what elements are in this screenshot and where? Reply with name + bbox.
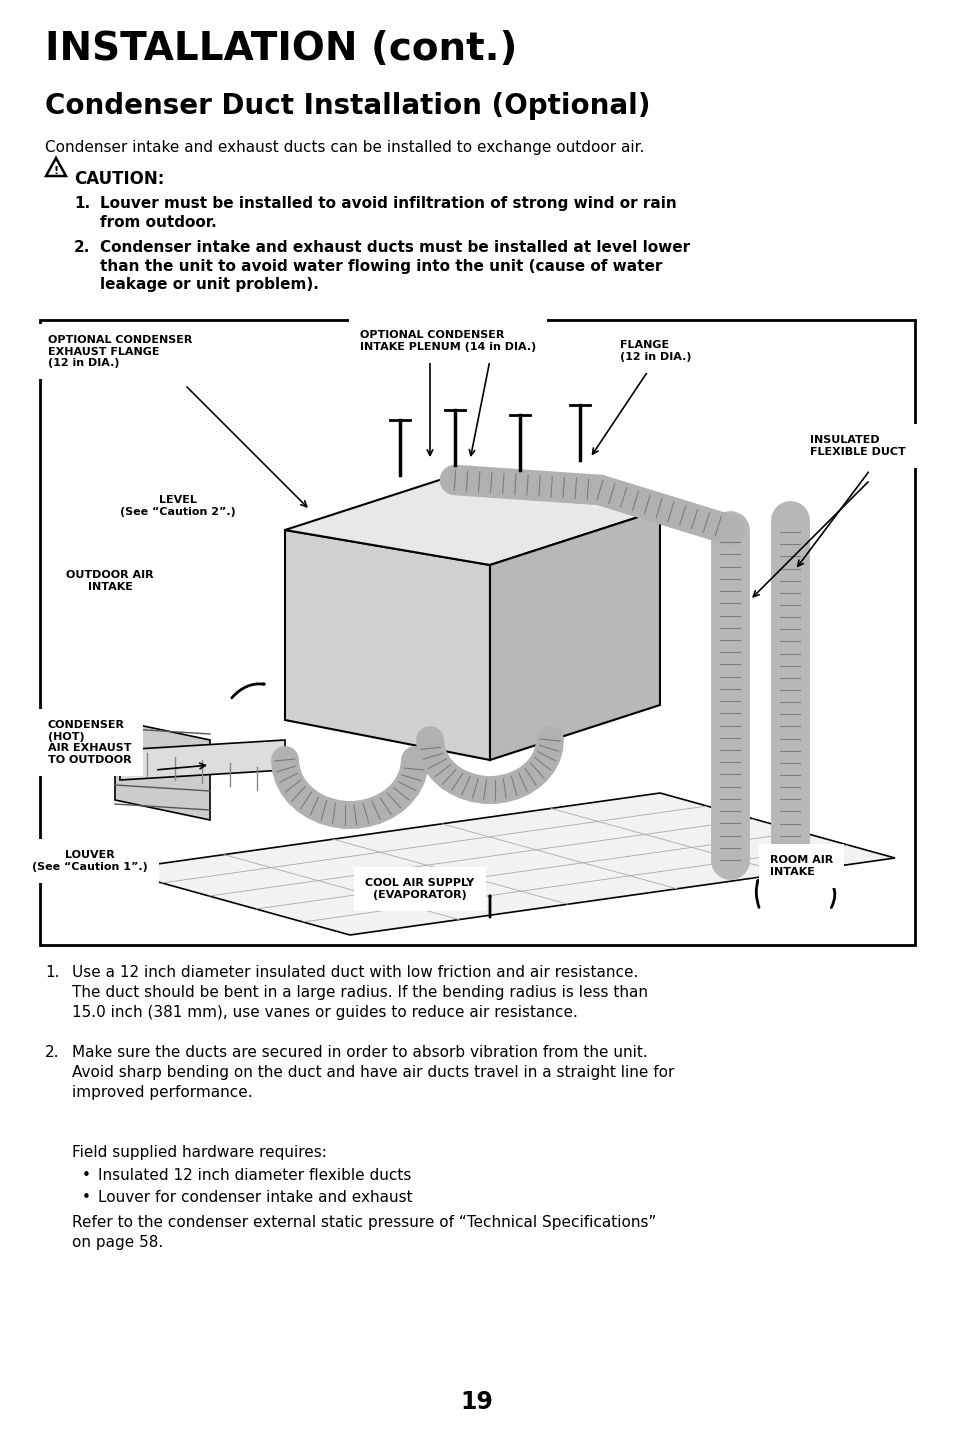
Polygon shape <box>285 476 659 565</box>
Text: •: • <box>82 1190 91 1206</box>
Text: Field supplied hardware requires:: Field supplied hardware requires: <box>71 1145 327 1160</box>
Text: Insulated 12 inch diameter flexible ducts: Insulated 12 inch diameter flexible duct… <box>98 1168 411 1183</box>
Text: CAUTION:: CAUTION: <box>74 170 164 188</box>
Polygon shape <box>490 510 659 760</box>
Text: ROOM AIR
INTAKE: ROOM AIR INTAKE <box>769 855 832 877</box>
Text: LOUVER
(See “Caution 1”.): LOUVER (See “Caution 1”.) <box>32 851 148 872</box>
Text: •: • <box>82 1168 91 1183</box>
Text: 1.: 1. <box>45 966 59 980</box>
Polygon shape <box>115 793 894 935</box>
Text: 1.: 1. <box>74 195 90 211</box>
FancyArrowPatch shape <box>232 684 264 698</box>
Text: Make sure the ducts are secured in order to absorb vibration from the unit.
Avoi: Make sure the ducts are secured in order… <box>71 1045 674 1099</box>
Polygon shape <box>115 720 210 821</box>
Text: INSTALLATION (cont.): INSTALLATION (cont.) <box>45 30 517 68</box>
Text: Condenser intake and exhaust ducts can be installed to exchange outdoor air.: Condenser intake and exhaust ducts can b… <box>45 139 644 155</box>
Text: 2.: 2. <box>45 1045 59 1061</box>
Text: OPTIONAL CONDENSER
EXHAUST FLANGE
(12 in DIA.): OPTIONAL CONDENSER EXHAUST FLANGE (12 in… <box>48 335 193 368</box>
Text: LEVEL
(See “Caution 2”.): LEVEL (See “Caution 2”.) <box>120 494 235 516</box>
Text: COOL AIR SUPPLY
(EVAPORATOR): COOL AIR SUPPLY (EVAPORATOR) <box>365 878 475 900</box>
Polygon shape <box>120 740 285 780</box>
Text: Condenser intake and exhaust ducts must be installed at level lower
than the uni: Condenser intake and exhaust ducts must … <box>100 240 689 292</box>
Text: INSULATED
FLEXIBLE DUCT: INSULATED FLEXIBLE DUCT <box>809 435 904 457</box>
FancyArrowPatch shape <box>830 885 834 908</box>
Text: Louver for condenser intake and exhaust: Louver for condenser intake and exhaust <box>98 1190 413 1206</box>
Text: 2.: 2. <box>74 240 91 254</box>
FancyArrowPatch shape <box>756 881 759 907</box>
Text: 19: 19 <box>460 1390 493 1414</box>
Text: OUTDOOR AIR
INTAKE: OUTDOOR AIR INTAKE <box>66 570 153 592</box>
Bar <box>40 320 914 946</box>
Text: CONDENSER
(HOT)
AIR EXHAUST
TO OUTDOOR: CONDENSER (HOT) AIR EXHAUST TO OUTDOOR <box>48 720 132 764</box>
Text: Louver must be installed to avoid infiltration of strong wind or rain
from outdo: Louver must be installed to avoid infilt… <box>100 195 676 230</box>
Text: Use a 12 inch diameter insulated duct with low friction and air resistance.
The : Use a 12 inch diameter insulated duct wi… <box>71 966 647 1020</box>
Text: !: ! <box>53 167 58 175</box>
Text: OPTIONAL CONDENSER
INTAKE PLENUM (14 in DIA.): OPTIONAL CONDENSER INTAKE PLENUM (14 in … <box>359 331 536 352</box>
Text: Refer to the condenser external static pressure of “Technical Specifications”
on: Refer to the condenser external static p… <box>71 1216 656 1250</box>
Text: Condenser Duct Installation (Optional): Condenser Duct Installation (Optional) <box>45 92 650 121</box>
Text: FLANGE
(12 in DIA.): FLANGE (12 in DIA.) <box>619 341 691 362</box>
Polygon shape <box>285 530 490 760</box>
